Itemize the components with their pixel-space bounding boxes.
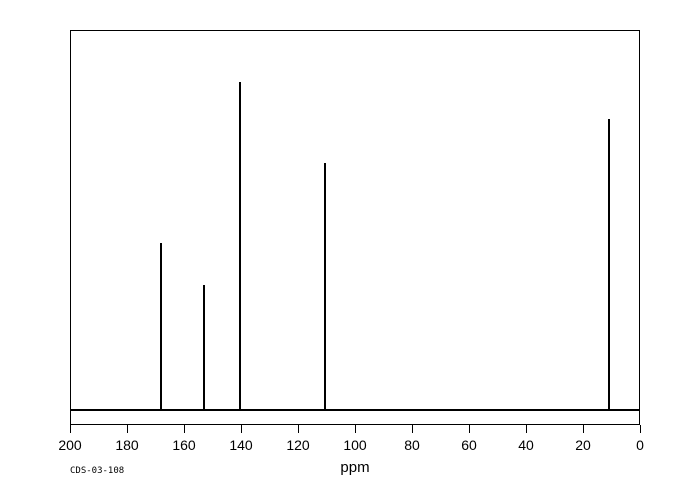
- x-tick: [298, 425, 299, 433]
- x-tick-label: 200: [58, 437, 81, 453]
- x-tick-label: 0: [636, 437, 644, 453]
- x-tick: [184, 425, 185, 433]
- plot-area: [70, 30, 640, 425]
- x-tick: [355, 425, 356, 433]
- x-tick: [70, 425, 71, 433]
- x-tick-label: 100: [343, 437, 366, 453]
- corner-label: CDS-03-108: [70, 466, 124, 476]
- peak: [160, 243, 162, 410]
- x-tick-label: 160: [172, 437, 195, 453]
- x-tick-label: 120: [286, 437, 309, 453]
- x-tick-label: 80: [404, 437, 420, 453]
- x-tick: [412, 425, 413, 433]
- peak: [203, 285, 205, 410]
- x-tick-label: 140: [229, 437, 252, 453]
- x-tick: [640, 425, 641, 433]
- x-tick: [526, 425, 527, 433]
- peak: [239, 82, 241, 410]
- baseline: [71, 409, 639, 411]
- x-tick: [127, 425, 128, 433]
- x-tick-label: 60: [461, 437, 477, 453]
- x-tick: [241, 425, 242, 433]
- peak: [324, 163, 326, 410]
- x-tick-label: 180: [115, 437, 138, 453]
- x-axis-title: ppm: [340, 459, 369, 476]
- x-tick-label: 20: [575, 437, 591, 453]
- x-tick: [469, 425, 470, 433]
- peak: [608, 119, 610, 410]
- x-tick-label: 40: [518, 437, 534, 453]
- nmr-spectrum-chart: 200180160140120100806040200 ppm CDS-03-1…: [0, 0, 680, 500]
- x-tick: [583, 425, 584, 433]
